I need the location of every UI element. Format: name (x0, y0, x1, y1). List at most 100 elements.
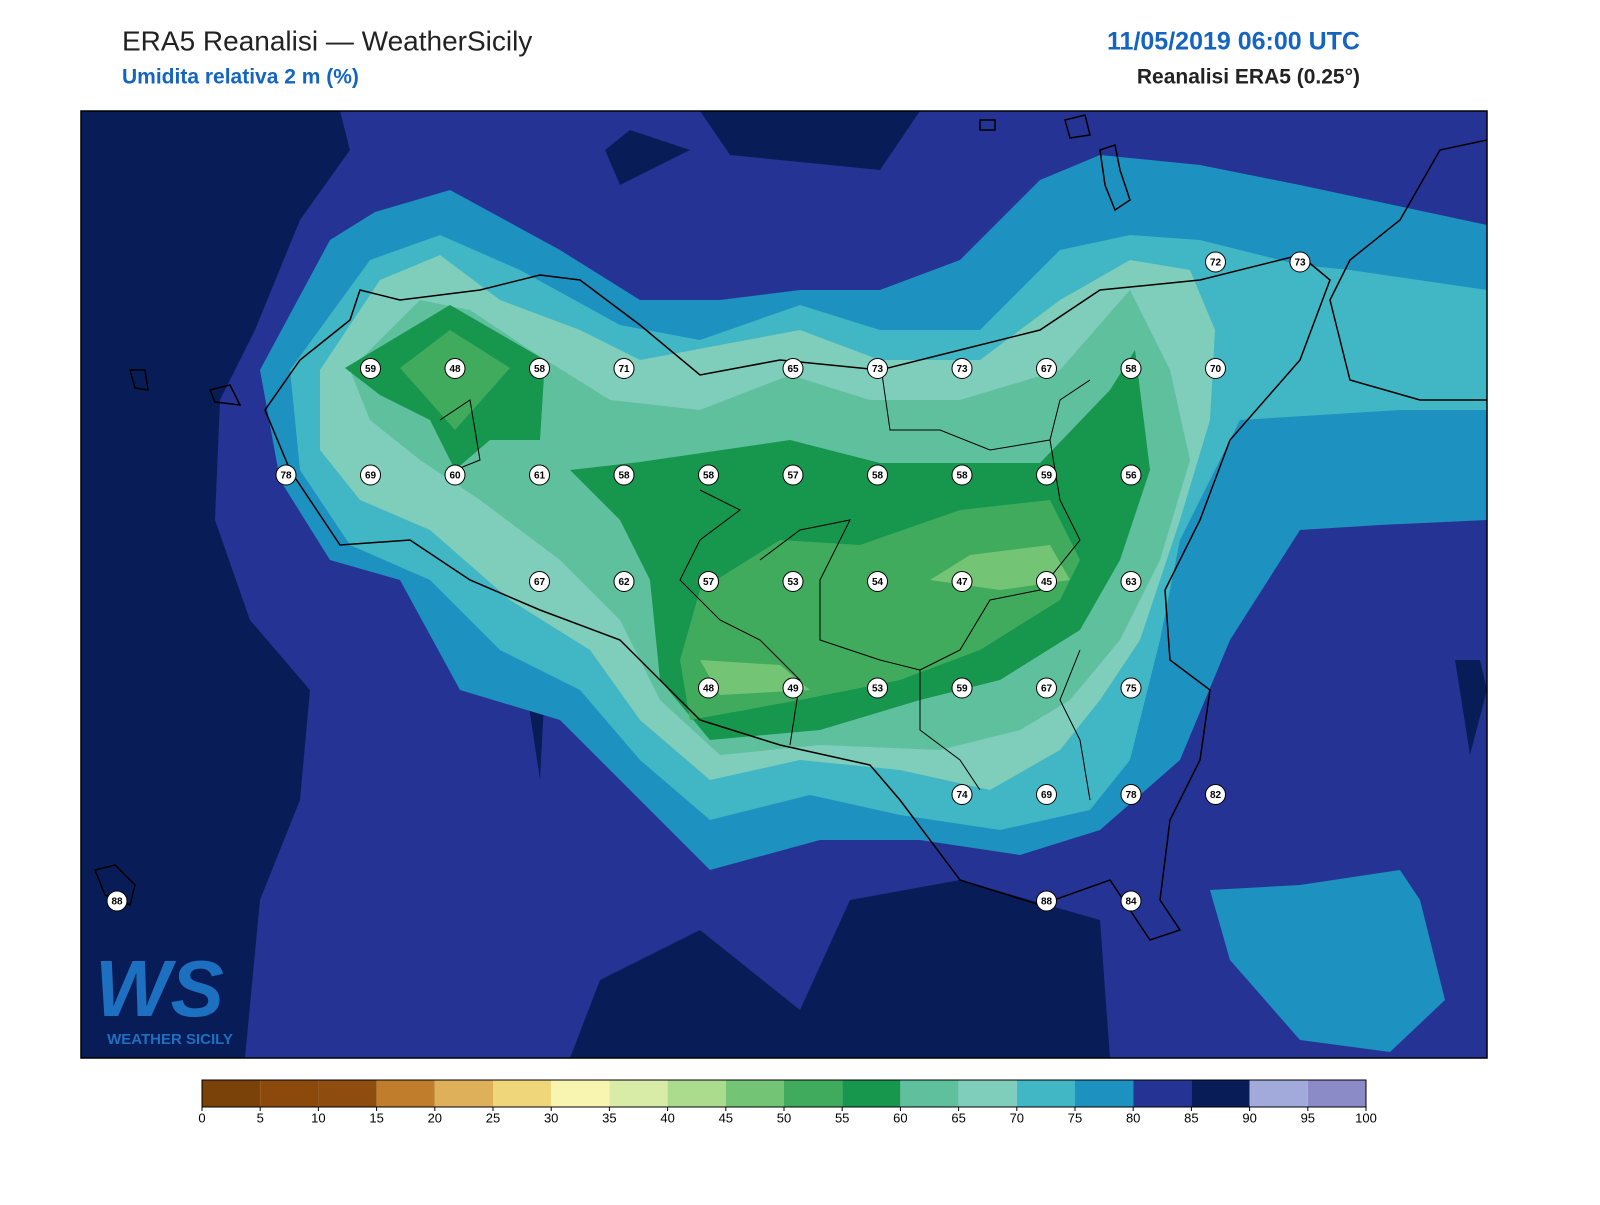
station-marker (1205, 251, 1226, 273)
colorbar-tick-label: 95 (1301, 1110, 1315, 1125)
colorbar-tick-label: 10 (311, 1110, 325, 1125)
station-value: 60 (449, 471, 461, 482)
station-marker (1205, 358, 1226, 379)
station-value: 62 (618, 577, 630, 588)
contour-band (400, 330, 510, 430)
station-value: 57 (703, 577, 715, 588)
colorbar-segment (1016, 1080, 1075, 1107)
stations: 72 73 59 48 58 71 65 73 73 67 58 70 78 69 60 61 58 58 57 58… (106, 251, 1311, 912)
station-marker (529, 358, 550, 379)
colorbar-tick-label: 35 (602, 1110, 616, 1125)
station-marker (360, 464, 381, 486)
logo-mark: WS (95, 944, 224, 1033)
colorbar-segment (1075, 1080, 1134, 1107)
colorbar-tick-label: 70 (1010, 1110, 1024, 1125)
colorbar-tick-label: 100 (1355, 1110, 1377, 1125)
station-marker (613, 358, 635, 379)
station-value: 53 (872, 684, 884, 695)
contour-band (1210, 870, 1445, 1052)
station-marker (1120, 464, 1142, 486)
station-marker (444, 358, 466, 379)
colorbar-segment (1191, 1080, 1250, 1107)
colorbar-tick-label: 55 (835, 1110, 849, 1125)
station-value: 53 (787, 577, 799, 588)
station-value: 56 (1125, 471, 1137, 482)
colorbar-tick-label: 0 (198, 1110, 205, 1125)
datetime: 11/05/2019 06:00 UTC (1107, 28, 1360, 56)
station-marker (1120, 784, 1142, 805)
station-value: 82 (1210, 790, 1222, 801)
station-value: 49 (787, 684, 799, 695)
sicily-coast (264, 254, 1331, 941)
colorbar-segment (202, 1080, 261, 1107)
contour-band (81, 111, 350, 1058)
station-marker (951, 784, 973, 805)
pantelleria (93, 864, 136, 907)
province-borders (439, 359, 1091, 801)
station-marker (529, 464, 550, 486)
station-value: 84 (1125, 897, 1137, 908)
station-value: 58 (956, 471, 968, 482)
colorbar-segment (667, 1080, 726, 1107)
colorbar-segment (493, 1080, 552, 1107)
station-value: 47 (956, 577, 968, 588)
station-value: 73 (872, 364, 884, 375)
station-marker (698, 464, 719, 486)
coastlines (93, 114, 1487, 941)
colorbar-tick-label: 5 (257, 1110, 264, 1125)
calabria-coast (1329, 139, 1487, 401)
colorbar-segment (958, 1080, 1017, 1107)
station-value: 69 (365, 471, 377, 482)
source: Reanalisi ERA5 (0.25°) (1137, 66, 1360, 89)
station-marker (867, 358, 888, 379)
logo: WS WEATHER SICILY (95, 944, 233, 1048)
station-value: 73 (956, 364, 968, 375)
station-value: 57 (787, 471, 799, 482)
colorbar-tick-label: 50 (777, 1110, 791, 1125)
contour-band (1455, 660, 1487, 755)
colorbar-tick-label: 60 (893, 1110, 907, 1125)
station-marker (1289, 251, 1311, 273)
colorbar-tick-label: 20 (428, 1110, 442, 1125)
station-marker (951, 464, 973, 486)
title: ERA5 Reanalisi — WeatherSicily (122, 25, 532, 56)
station-marker (698, 571, 719, 592)
station-marker (1036, 890, 1057, 912)
station-value: 58 (703, 471, 715, 482)
station-value: 58 (1125, 364, 1137, 375)
station-value: 48 (703, 684, 715, 695)
station-value: 63 (1125, 577, 1137, 588)
station-value: 59 (365, 364, 377, 375)
station-value: 65 (787, 364, 799, 375)
colorbar-tick-label: 90 (1242, 1110, 1256, 1125)
colorbar-segment (784, 1080, 843, 1107)
station-value: 58 (534, 364, 546, 375)
station-value: 70 (1210, 364, 1222, 375)
station-marker (782, 571, 804, 592)
station-marker (1120, 890, 1142, 912)
station-value: 58 (618, 471, 630, 482)
station-value: 48 (449, 364, 461, 375)
colorbar-tick-label: 25 (486, 1110, 500, 1125)
colorbar-segment (318, 1080, 377, 1107)
colorbar-segment (260, 1080, 319, 1107)
station-marker (782, 677, 804, 699)
contour-band (700, 111, 920, 170)
station-value: 72 (1210, 258, 1222, 269)
colorbar-segment (725, 1080, 784, 1107)
colorbar: 0 5 10 15 20 25 30 35 40 45 50 55 60 65 70 75 80 85 90 95 10… (198, 1079, 1377, 1125)
colorbar-segment (842, 1080, 901, 1107)
station-marker (360, 358, 381, 379)
station-value: 59 (956, 684, 968, 695)
colorbar-tick-label: 85 (1184, 1110, 1198, 1125)
station-marker (867, 677, 888, 699)
station-marker (1036, 784, 1057, 805)
station-value: 71 (618, 364, 630, 375)
colorbar-segment (609, 1080, 668, 1107)
station-value: 88 (1041, 897, 1053, 908)
station-value: 74 (956, 790, 968, 801)
colorbar-segment (1307, 1080, 1366, 1107)
colorbar-tick-label: 40 (660, 1110, 674, 1125)
colorbar-tick-label: 80 (1126, 1110, 1140, 1125)
